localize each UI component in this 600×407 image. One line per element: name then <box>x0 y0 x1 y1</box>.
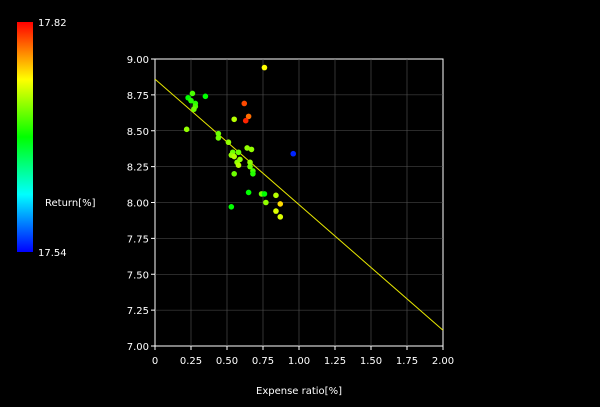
x-tick-labels: 0 0.25 0.50 0.75 1.00 1.25 1.50 1.75 2.00 <box>152 346 454 367</box>
y-tick-label: 9.00 <box>127 55 149 66</box>
scatter-point <box>225 139 232 146</box>
scatter-point <box>245 113 252 120</box>
y-tick-label: 7.25 <box>127 306 149 317</box>
scatter-point <box>215 135 222 141</box>
scatter-point <box>245 189 252 196</box>
scatter-point <box>247 159 253 166</box>
y-tick-label: 8.50 <box>127 127 149 138</box>
scatter-point <box>290 150 297 157</box>
x-tick-label: 0.75 <box>252 356 274 367</box>
scatter-point <box>235 149 242 156</box>
scatter-point <box>247 163 253 170</box>
scatter-point <box>189 90 196 97</box>
scatter-point <box>244 145 250 151</box>
scatter-point <box>191 106 197 113</box>
scatter-point <box>231 153 237 160</box>
scatter-point <box>273 192 279 199</box>
scatter-point <box>188 97 194 104</box>
trend-line-group <box>154 78 444 331</box>
scatter-point <box>202 93 209 100</box>
x-axis-label: Expense ratio[%] <box>256 386 342 397</box>
scatter-point <box>235 162 242 168</box>
x-tick-label: 1.00 <box>288 356 310 367</box>
y-tick-label: 8.00 <box>127 199 149 210</box>
scatter-point <box>277 201 284 207</box>
trend-line <box>154 78 444 331</box>
scatter-point <box>248 146 255 153</box>
scatter-point <box>263 199 269 206</box>
scatter-point <box>273 208 279 214</box>
y-tick-labels: 7.00 7.25 7.50 7.75 8.00 8.25 8.50 8.75 9.00 <box>127 55 155 353</box>
color-scale-bar <box>17 22 33 252</box>
scatter-point <box>231 116 237 123</box>
scatter-point <box>231 171 237 177</box>
x-tick-label: 1.25 <box>324 356 346 367</box>
scatter-point <box>183 126 190 133</box>
y-tick-label: 7.75 <box>127 234 149 245</box>
color-scale-title: Return[%] <box>45 198 96 209</box>
y-tick-label: 7.00 <box>127 342 149 353</box>
data-points <box>183 64 297 220</box>
x-tick-label: 0.25 <box>180 356 202 367</box>
y-tick-label: 8.75 <box>127 91 149 102</box>
x-tick-label: 2.00 <box>432 356 454 367</box>
scatter-point <box>241 100 248 107</box>
x-tick-label: 1.75 <box>396 356 418 367</box>
scatter-point <box>277 214 284 220</box>
color-scale-min-label: 17.54 <box>38 248 67 259</box>
x-tick-label: 0.50 <box>216 356 238 367</box>
y-tick-label: 8.25 <box>127 163 149 174</box>
grid-lines <box>155 59 443 346</box>
scatter-point <box>242 117 249 124</box>
x-tick-label: 1.50 <box>360 356 382 367</box>
scatter-point <box>261 64 268 71</box>
scatter-point <box>261 191 268 197</box>
y-tick-label: 7.50 <box>127 270 149 281</box>
scatter-point <box>228 204 235 210</box>
x-tick-label: 0 <box>152 356 158 367</box>
scatter-point <box>215 130 222 137</box>
color-scale-max-label: 17.82 <box>38 18 67 29</box>
scatter-point <box>250 171 256 177</box>
